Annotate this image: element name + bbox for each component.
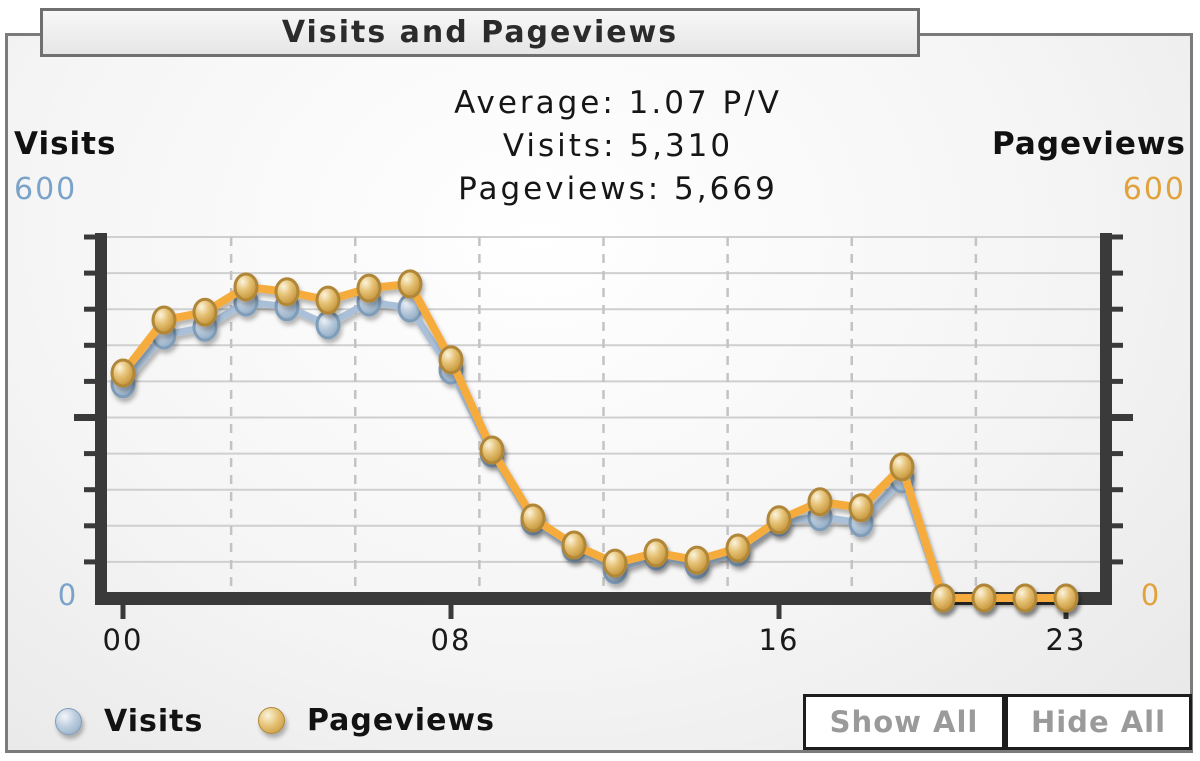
left-axis-tick bbox=[84, 270, 95, 276]
legend-pageviews-label: Pageviews bbox=[307, 703, 496, 738]
visits-marker-icon bbox=[55, 708, 82, 735]
x-axis-label: 00 bbox=[103, 623, 144, 657]
right-axis-zero-label: 0 bbox=[1140, 578, 1160, 612]
show-all-button[interactable]: Show All bbox=[803, 694, 1005, 750]
pageviews-point bbox=[233, 272, 259, 302]
widget-title-tab: Visits and Pageviews bbox=[40, 8, 920, 57]
pageviews-point bbox=[274, 277, 300, 307]
left-axis-tick bbox=[84, 451, 95, 457]
legend-item-visits[interactable]: Visits bbox=[55, 704, 203, 739]
x-axis-tick bbox=[776, 605, 782, 619]
left-axis-max-label: 600 bbox=[14, 172, 78, 207]
right-axis-tick bbox=[1112, 342, 1123, 348]
pageviews-point bbox=[766, 505, 792, 535]
x-axis-tick bbox=[448, 605, 454, 619]
visits-point bbox=[315, 310, 341, 340]
right-axis-title: Pageviews bbox=[992, 126, 1186, 162]
x-axis-label: 08 bbox=[431, 623, 472, 657]
hide-all-button[interactable]: Hide All bbox=[1005, 694, 1192, 750]
pageviews-point bbox=[930, 583, 956, 613]
right-axis-tick bbox=[1112, 378, 1123, 384]
right-axis-tick bbox=[1112, 306, 1123, 312]
chart-panel bbox=[5, 33, 1193, 753]
legend-visits-label: Visits bbox=[104, 704, 204, 739]
pageviews-point bbox=[807, 487, 833, 517]
left-y-axis bbox=[95, 233, 107, 605]
summary-pageviews: Pageviews: 5,669 bbox=[458, 171, 778, 207]
left-axis-tick bbox=[84, 487, 95, 493]
pageviews-point bbox=[110, 358, 136, 388]
right-axis-max-label: 600 bbox=[1122, 172, 1186, 207]
left-axis-zero-label: 0 bbox=[57, 578, 77, 612]
summary-visits: Visits: 5,310 bbox=[502, 128, 734, 164]
pageviews-marker-icon bbox=[258, 707, 285, 734]
summary-average: Average: 1.07 P/V bbox=[454, 85, 782, 121]
legend-item-pageviews[interactable]: Pageviews bbox=[258, 703, 495, 738]
left-axis-tick bbox=[84, 559, 95, 565]
left-axis-tick bbox=[84, 306, 95, 312]
right-y-axis bbox=[1100, 233, 1112, 605]
left-axis-tick bbox=[84, 523, 95, 529]
x-axis-label: 16 bbox=[759, 623, 800, 657]
summary-stats: Average: 1.07 P/V Visits: 5,310 Pageview… bbox=[318, 82, 918, 211]
pageviews-point bbox=[315, 285, 341, 315]
x-axis-label: 23 bbox=[1046, 623, 1087, 657]
widget-title: Visits and Pageviews bbox=[281, 15, 679, 50]
pageviews-point bbox=[1053, 583, 1079, 613]
right-axis-tick bbox=[1112, 487, 1123, 493]
pageviews-point bbox=[971, 583, 997, 613]
left-axis-tick bbox=[74, 414, 95, 421]
pageviews-point bbox=[397, 269, 423, 299]
pageviews-point bbox=[192, 297, 218, 327]
right-axis-tick bbox=[1112, 270, 1123, 276]
pageviews-point bbox=[151, 305, 177, 335]
right-axis-tick bbox=[1112, 414, 1133, 421]
pageviews-point bbox=[848, 493, 874, 523]
left-axis-tick bbox=[84, 234, 95, 240]
right-axis-tick bbox=[1112, 234, 1123, 240]
x-axis bbox=[95, 592, 1112, 605]
pageviews-point bbox=[438, 345, 464, 375]
pageviews-line bbox=[119, 279, 1070, 602]
pageviews-point bbox=[479, 435, 505, 465]
pageviews-point bbox=[356, 273, 382, 303]
series-pageviews bbox=[110, 269, 1079, 613]
right-axis-tick bbox=[1112, 559, 1123, 565]
pageviews-point bbox=[1012, 583, 1038, 613]
pageviews-point bbox=[889, 452, 915, 482]
left-axis-tick bbox=[84, 342, 95, 348]
x-axis-tick bbox=[120, 605, 126, 619]
left-axis-tick bbox=[84, 378, 95, 384]
pageviews-point bbox=[684, 545, 710, 575]
right-axis-tick bbox=[1112, 451, 1123, 457]
pageviews-point bbox=[561, 530, 587, 560]
right-axis-tick bbox=[1112, 523, 1123, 529]
pageviews-point bbox=[520, 503, 546, 533]
pageviews-point bbox=[602, 548, 628, 578]
left-axis-title: Visits bbox=[14, 126, 117, 162]
pageviews-point bbox=[643, 538, 669, 568]
pageviews-point bbox=[725, 533, 751, 563]
